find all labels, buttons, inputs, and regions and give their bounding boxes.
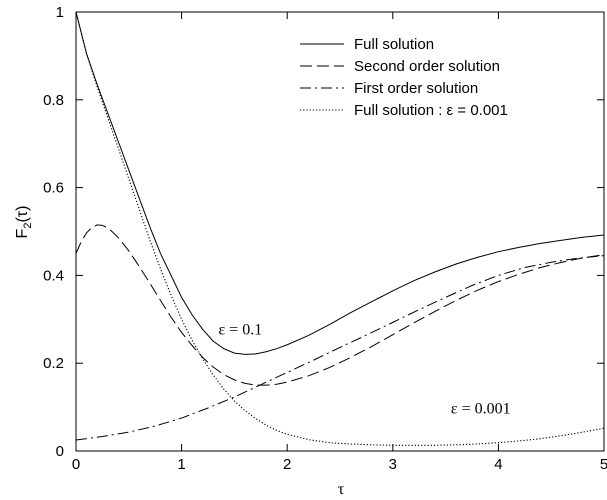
x-tick-label: 2 (283, 456, 291, 473)
legend-label-3: Full solution : ε = 0.001 (354, 102, 508, 119)
series-line-0 (75, 11, 605, 355)
x-tick-label: 0 (72, 456, 80, 473)
legend-label-1: Second order solution (354, 58, 500, 75)
plot-frame (75, 11, 605, 452)
y-tick-label: 0.4 (43, 267, 64, 284)
series-line-1 (75, 224, 605, 386)
x-tick-label: 1 (177, 456, 185, 473)
legend: Full solution Second order solution First … (300, 36, 508, 119)
y-tick-label: 0 (56, 443, 64, 460)
annotations-layer: ε = 0.1 ε = 0.001 (219, 322, 511, 418)
y-tick-label: 1 (56, 4, 64, 21)
y-axis-label-subscript: 2 (22, 223, 34, 229)
series-layer (75, 11, 605, 446)
legend-label-0: Full solution (354, 36, 434, 53)
y-axis-label-main: F (14, 228, 31, 238)
y-axis-label: F2(τ) (14, 206, 34, 239)
series-line-3 (75, 11, 605, 446)
series-line-2 (75, 255, 605, 441)
x-tick-label: 3 (389, 456, 397, 473)
y-tick-label: 0.8 (43, 92, 64, 109)
y-axis-label-argument: (τ) (14, 206, 31, 223)
ticks-layer: 0 1 2 3 4 5 0 0.2 0.4 0.6 0.8 1 (43, 4, 607, 473)
y-tick-label: 0.2 (43, 355, 64, 372)
x-tick-label: 4 (494, 456, 502, 473)
annotation-label-1: ε = 0.001 (451, 401, 511, 418)
annotation-label-0: ε = 0.1 (219, 322, 263, 339)
x-tick-label: 5 (600, 456, 607, 473)
legend-label-2: First order solution (354, 80, 478, 97)
y-tick-label: 0.6 (43, 180, 64, 197)
x-axis-label: τ (338, 481, 345, 498)
